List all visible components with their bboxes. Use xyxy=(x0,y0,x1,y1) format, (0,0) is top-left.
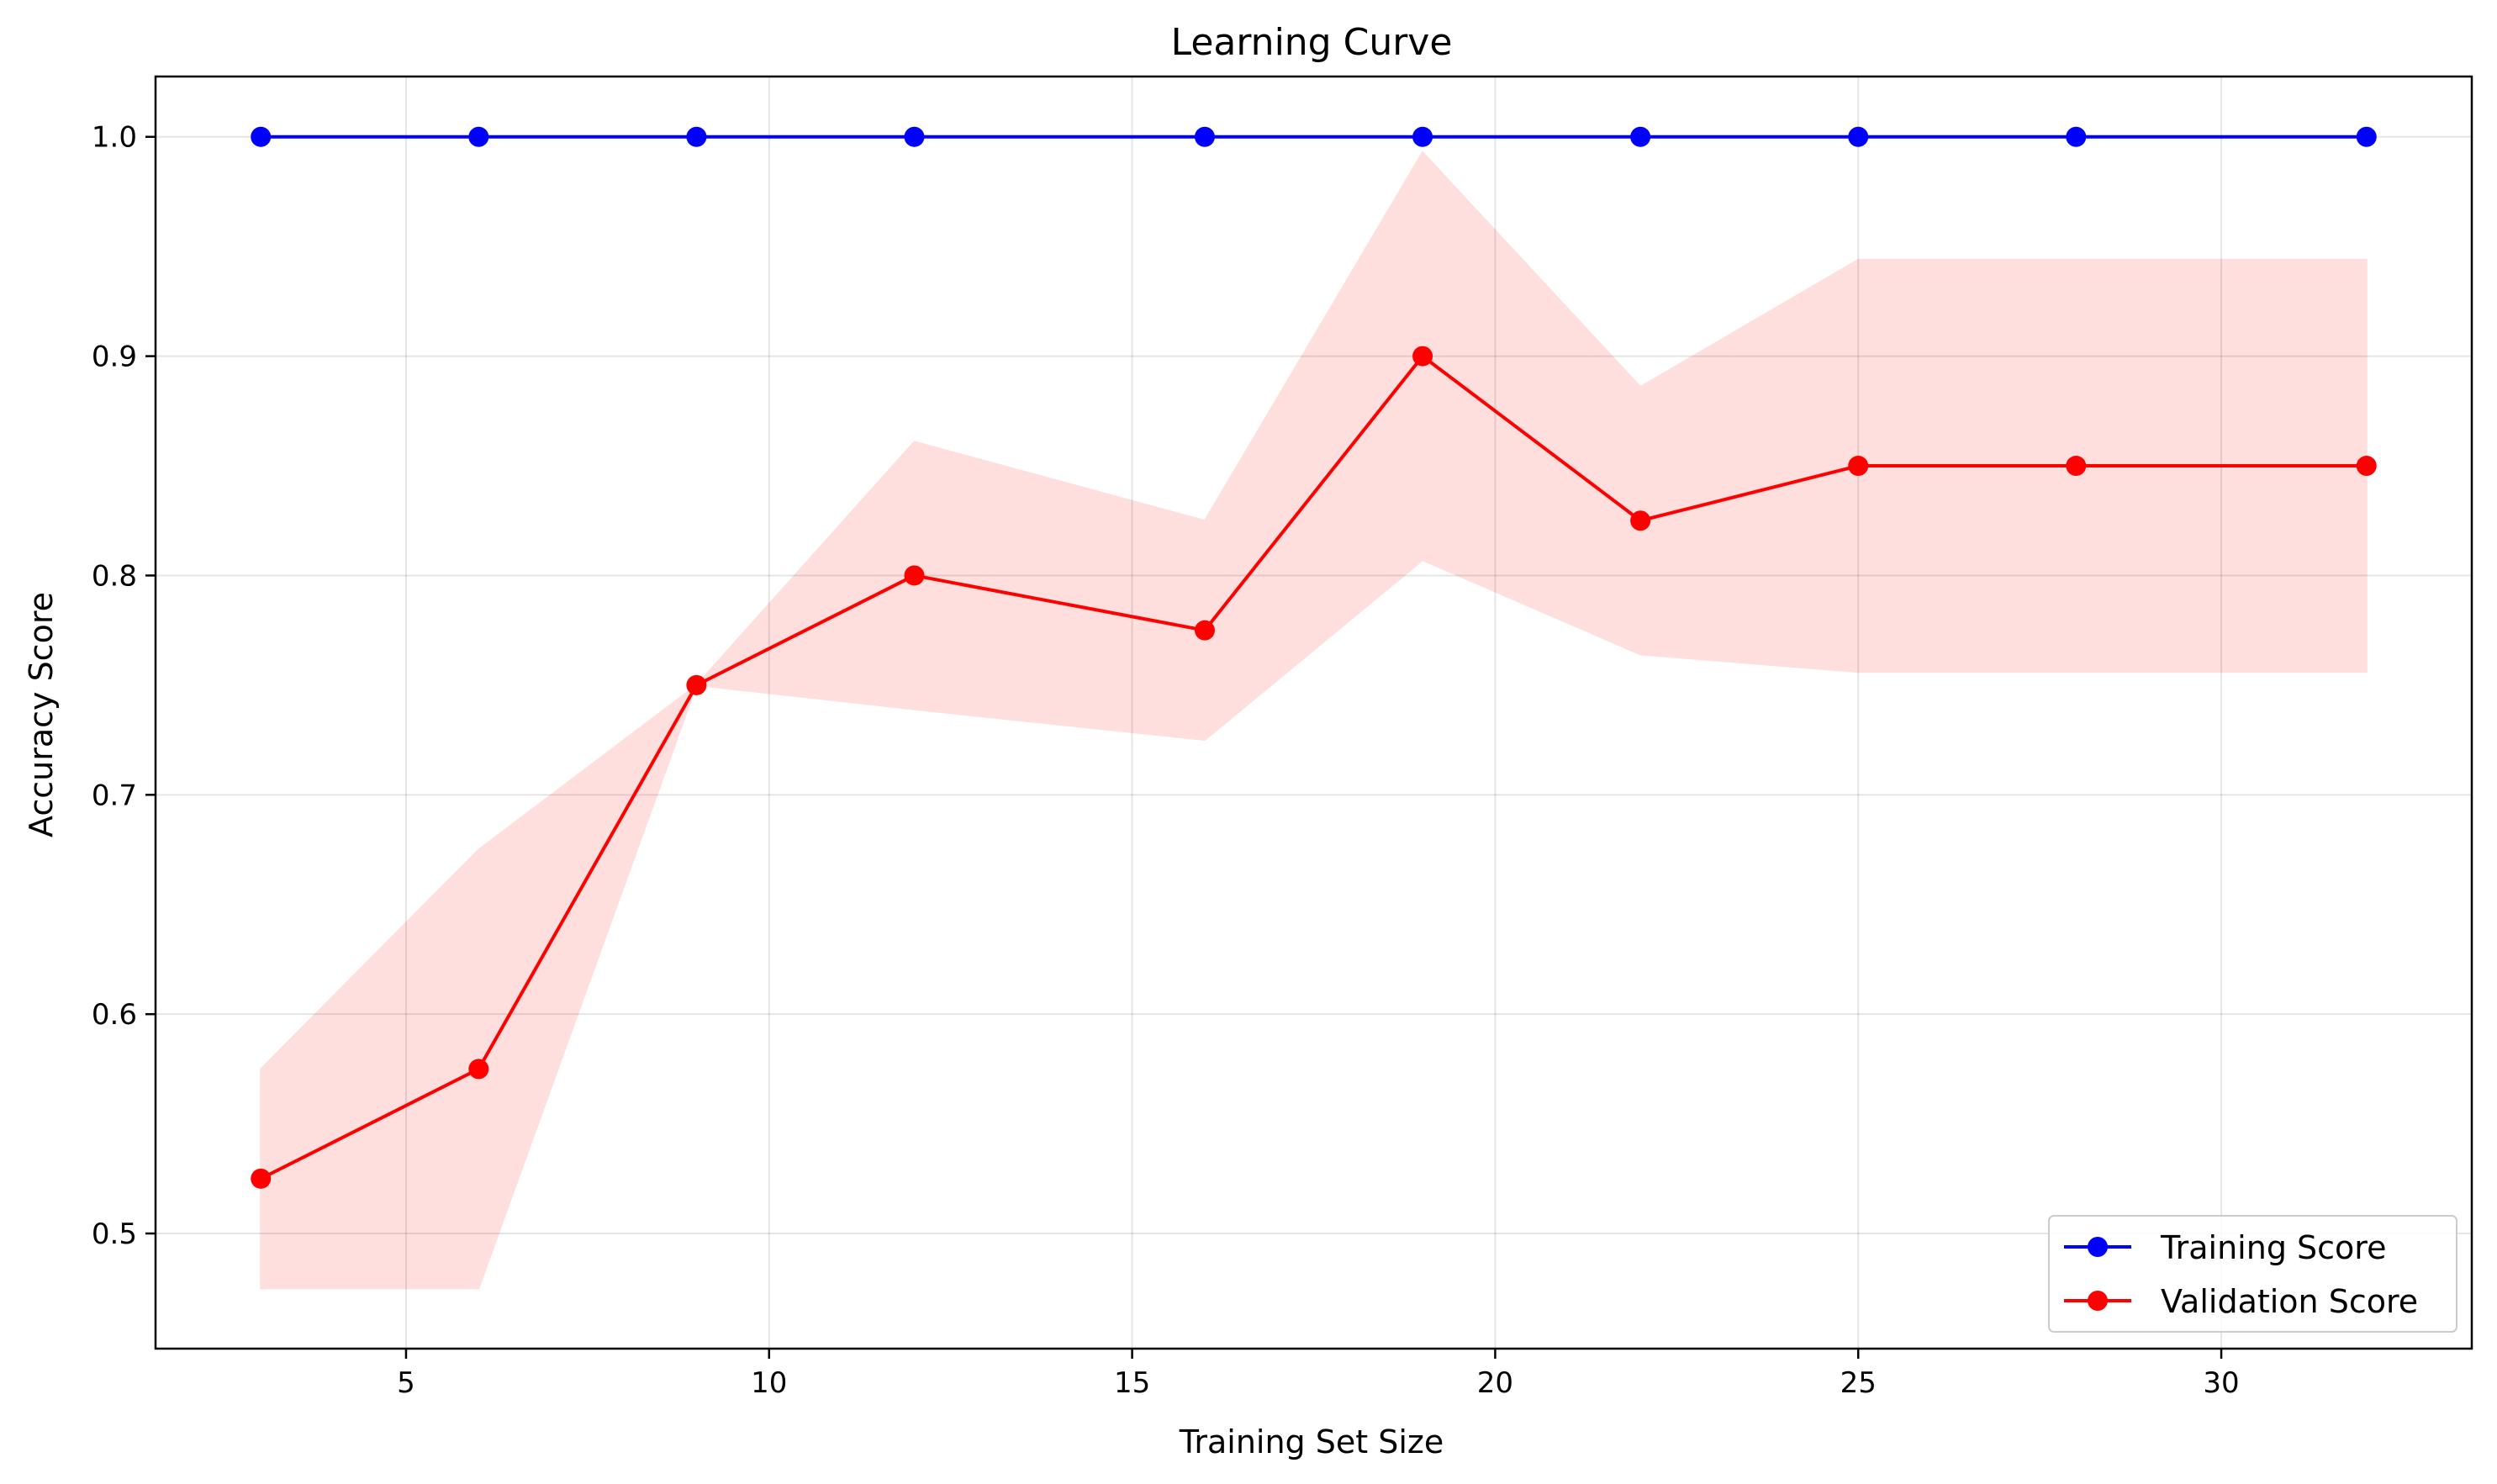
training-score-point xyxy=(251,126,272,147)
y-tick-label: 1.0 xyxy=(92,121,137,155)
x-tick-label: 25 xyxy=(1840,1366,1877,1400)
confidence-band-layer xyxy=(260,151,2368,1290)
training-score-point xyxy=(1848,126,1869,147)
x-tick-label: 30 xyxy=(2203,1366,2239,1400)
training-score-point xyxy=(904,126,925,147)
x-axis-label: Training Set Size xyxy=(1179,1423,1444,1460)
validation-score-point xyxy=(468,1059,489,1080)
legend-training-marker xyxy=(2088,1237,2108,1257)
chart-title: Learning Curve xyxy=(1171,21,1453,64)
validation-score-point xyxy=(1630,510,1651,531)
legend-validation-marker xyxy=(2088,1291,2108,1311)
training-score-point xyxy=(2066,126,2087,147)
training-score-point xyxy=(1412,126,1433,147)
y-axis-label: Accuracy Score xyxy=(23,592,60,837)
legend-validation-label: Validation Score xyxy=(2161,1283,2418,1320)
y-tick-label: 0.6 xyxy=(92,998,137,1032)
validation-confidence-band xyxy=(260,151,2368,1290)
training-score-point xyxy=(1194,126,1215,147)
tick-layer: 5 10 15 20 25 30 0.5 0.6 0.7 0.8 0.9 1.0 xyxy=(92,121,2240,1400)
training-score-point xyxy=(468,126,489,147)
legend: Training Score Validation Score xyxy=(2048,1215,2457,1333)
x-tick-label: 15 xyxy=(1114,1366,1150,1400)
validation-score-point xyxy=(251,1168,272,1189)
legend-box xyxy=(2048,1215,2457,1333)
validation-score-point xyxy=(1194,620,1215,641)
y-tick-label: 0.9 xyxy=(92,341,137,374)
validation-score-line xyxy=(260,354,2367,1180)
training-score-point xyxy=(686,126,707,147)
validation-score-point xyxy=(1412,346,1433,367)
series-layer xyxy=(251,126,2377,1189)
y-tick-label: 0.5 xyxy=(92,1217,137,1251)
training-score-point xyxy=(1630,126,1651,147)
x-tick-label: 20 xyxy=(1477,1366,1513,1400)
validation-score-point xyxy=(2066,456,2087,477)
y-tick-label: 0.8 xyxy=(92,559,137,593)
x-tick-label: 5 xyxy=(397,1366,415,1400)
validation-score-point xyxy=(686,674,707,695)
validation-score-point xyxy=(1848,456,1869,477)
validation-score-point xyxy=(2356,456,2377,477)
y-tick-label: 0.7 xyxy=(92,779,137,812)
x-tick-label: 10 xyxy=(751,1366,787,1400)
plot-frame xyxy=(154,75,2473,1350)
training-score-point xyxy=(2356,126,2377,147)
legend-training-label: Training Score xyxy=(2160,1229,2386,1266)
validation-score-point xyxy=(904,565,925,586)
